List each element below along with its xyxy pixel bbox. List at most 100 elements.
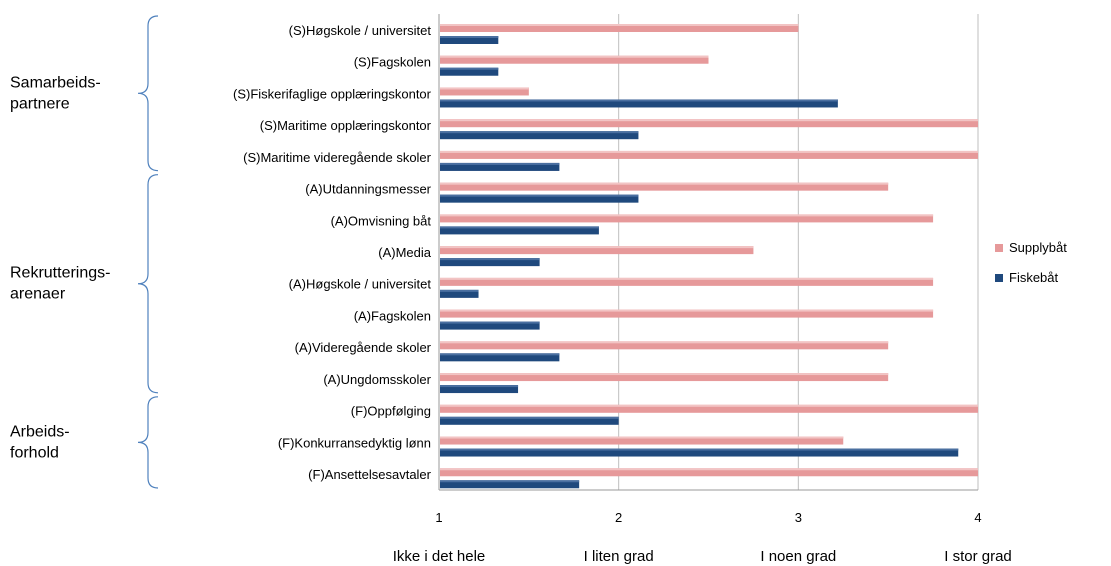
bar-fiskebat-8 [440, 289, 479, 298]
bar-highlight-supplybat-3 [440, 119, 978, 122]
bar-fiskebat-3 [440, 131, 639, 140]
bar-highlight-fiskebat-1 [440, 67, 499, 70]
group-brace-0 [137, 15, 159, 172]
bar-highlight-fiskebat-13 [440, 448, 959, 451]
bar-supplybat-11 [440, 373, 889, 382]
legend-swatch-1 [995, 274, 1003, 282]
bar-highlight-supplybat-0 [440, 24, 799, 26]
bar-fiskebat-1 [440, 67, 499, 76]
bar-supplybat-3 [440, 119, 978, 128]
bar-highlight-supplybat-5 [440, 182, 889, 185]
legend-label-1: Fiskebåt [1009, 270, 1059, 285]
group-label-line: Rekrutterings- [10, 265, 110, 282]
bar-supplybat-2 [440, 87, 529, 96]
category-label-11: (A)Ungdomsskoler [323, 372, 431, 387]
bar-supplybat-6 [440, 214, 934, 223]
category-label-6: (A)Omvisning båt [331, 213, 432, 228]
bar-highlight-fiskebat-10 [440, 353, 560, 356]
bar-supplybat-10 [440, 341, 889, 350]
scale-label-2: I noen grad [760, 548, 836, 565]
bar-highlight-fiskebat-2 [440, 99, 838, 102]
group-label-line: forhold [10, 444, 59, 461]
category-label-0: (S)Høgskole / universitet [289, 23, 432, 38]
bar-fiskebat-2 [440, 99, 838, 108]
bar-supplybat-9 [440, 309, 934, 318]
bar-highlight-supplybat-9 [440, 309, 934, 312]
bar-highlight-fiskebat-12 [440, 416, 619, 419]
legend-label-0: Supplybåt [1009, 240, 1067, 255]
group-label-1: Rekrutterings-arenaer [10, 265, 110, 303]
bar-fiskebat-5 [440, 194, 639, 203]
group-brace-1 [137, 174, 159, 394]
group-label-line: arenaer [10, 286, 66, 303]
group-label-line: partnere [10, 95, 70, 112]
bar-highlight-supplybat-1 [440, 55, 709, 58]
bar-fiskebat-9 [440, 321, 540, 330]
group-label-line: Samarbeids- [10, 74, 101, 91]
bar-highlight-supplybat-10 [440, 341, 889, 344]
category-label-14: (F)Ansettelsesavtaler [308, 467, 431, 482]
scale-label-3: I stor grad [944, 548, 1012, 565]
bar-fiskebat-4 [440, 162, 560, 171]
bar-highlight-supplybat-8 [440, 277, 934, 280]
bar-supplybat-8 [440, 277, 934, 286]
category-label-1: (S)Fagskolen [354, 55, 431, 70]
bar-highlight-fiskebat-3 [440, 131, 639, 134]
category-label-5: (A)Utdanningsmesser [305, 182, 431, 197]
bar-supplybat-14 [440, 468, 978, 477]
tick-label-4: 4 [974, 510, 981, 525]
bar-highlight-fiskebat-4 [440, 162, 560, 165]
bar-highlight-fiskebat-11 [440, 385, 519, 388]
category-label-8: (A)Høgskole / universitet [289, 277, 432, 292]
bar-highlight-fiskebat-8 [440, 289, 479, 292]
bar-highlight-supplybat-7 [440, 246, 754, 249]
category-label-2: (S)Fiskerifaglige opplæringskontor [233, 86, 432, 101]
category-label-4: (S)Maritime videregående skoler [243, 150, 432, 165]
bar-fiskebat-13 [440, 448, 959, 457]
category-label-13: (F)Konkurransedyktig lønn [278, 435, 431, 450]
category-label-3: (S)Maritime opplæringskontor [260, 118, 432, 133]
bar-highlight-supplybat-11 [440, 373, 889, 376]
bar-highlight-fiskebat-9 [440, 321, 540, 324]
bar-supplybat-1 [440, 55, 709, 64]
bar-highlight-supplybat-6 [440, 214, 934, 217]
category-label-9: (A)Fagskolen [354, 308, 431, 323]
group-brace-2 [137, 396, 159, 489]
bar-supplybat-5 [440, 182, 889, 191]
bar-highlight-supplybat-14 [440, 468, 978, 471]
bar-highlight-fiskebat-6 [440, 226, 599, 229]
bar-fiskebat-14 [440, 480, 580, 489]
bar-fiskebat-7 [440, 258, 540, 267]
bar-highlight-fiskebat-0 [440, 36, 499, 38]
bar-highlight-supplybat-4 [440, 150, 978, 153]
bar-fiskebat-0 [440, 36, 499, 44]
bar-highlight-supplybat-2 [440, 87, 529, 90]
tick-label-1: 1 [435, 510, 442, 525]
group-label-2: Arbeids-forhold [10, 423, 70, 461]
bar-fiskebat-6 [440, 226, 599, 235]
scale-label-0: Ikke i det hele [393, 548, 486, 565]
bar-supplybat-13 [440, 436, 844, 445]
bar-highlight-fiskebat-7 [440, 258, 540, 261]
bar-highlight-supplybat-13 [440, 436, 844, 439]
group-label-0: Samarbeids-partnere [10, 74, 101, 112]
bar-fiskebat-10 [440, 353, 560, 362]
bar-supplybat-0 [440, 24, 799, 32]
tick-label-3: 3 [795, 510, 802, 525]
category-label-12: (F)Oppfølging [351, 404, 431, 419]
scale-label-1: I liten grad [584, 548, 654, 565]
bar-highlight-supplybat-12 [440, 404, 978, 407]
category-label-7: (A)Media [378, 245, 432, 260]
category-label-10: (A)Videregående skoler [295, 340, 432, 355]
bar-highlight-fiskebat-5 [440, 194, 639, 197]
bar-fiskebat-11 [440, 385, 519, 394]
bar-highlight-fiskebat-14 [440, 480, 580, 483]
bar-supplybat-7 [440, 246, 754, 255]
bar-supplybat-4 [440, 150, 978, 159]
group-label-line: Arbeids- [10, 423, 70, 440]
bar-supplybat-12 [440, 404, 978, 413]
tick-label-2: 2 [615, 510, 622, 525]
bar-fiskebat-12 [440, 416, 619, 425]
legend-swatch-0 [995, 244, 1003, 252]
